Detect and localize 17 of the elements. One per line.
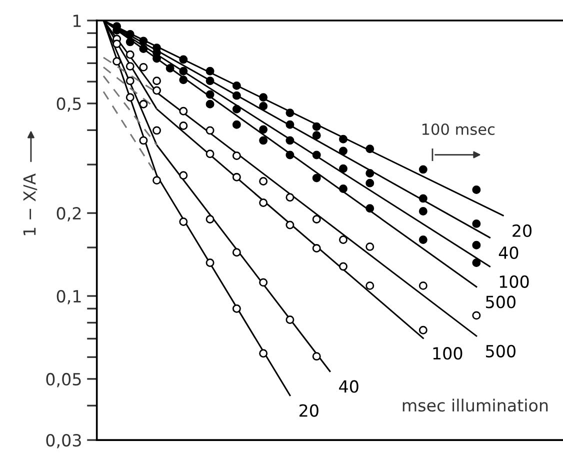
annotation: 100 msec — [422, 123, 494, 136]
series-label: 500 — [486, 296, 516, 308]
y-tick-label: 0,2 — [56, 207, 81, 222]
y-tick-label: 0,05 — [46, 372, 81, 388]
y-tick-label: 1 — [73, 14, 81, 27]
series-label: 40 — [498, 246, 518, 260]
series-label: 20 — [512, 224, 532, 237]
series-label: 100 — [500, 275, 529, 288]
series-label: 500 — [486, 344, 516, 358]
series-label: 20 — [300, 404, 318, 417]
y-axis-title: 1 − X/A — [23, 174, 38, 236]
y-tick-label: 0,5 — [56, 97, 81, 112]
series-label: 40 — [339, 380, 358, 393]
y-tick-label: 0,03 — [46, 434, 81, 448]
annotation: msec illumination — [402, 398, 548, 412]
series-label: 100 — [433, 347, 462, 360]
y-tick-label: 0,1 — [56, 290, 81, 304]
